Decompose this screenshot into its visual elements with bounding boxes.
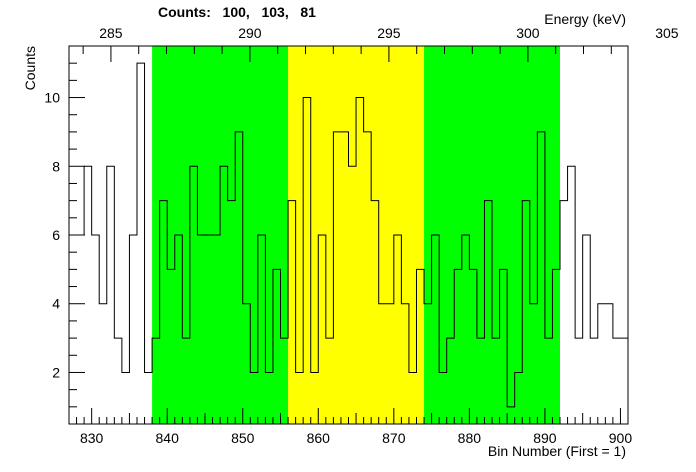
counts-title: Counts: 100, 103, 81 <box>158 4 316 20</box>
top-tick-label: 300 <box>516 25 540 41</box>
x-tick-label: 880 <box>458 430 482 446</box>
x-axis-label: Bin Number (First = 1) <box>488 443 626 459</box>
x-tick-label: 860 <box>307 430 331 446</box>
x-tick-label: 870 <box>382 430 406 446</box>
y-tick-label: 10 <box>44 90 60 106</box>
top-tick-label: 295 <box>377 25 401 41</box>
top-tick-label: 290 <box>238 25 262 41</box>
top-axis-label: Energy (keV) <box>544 11 626 27</box>
x-tick-label: 830 <box>80 430 104 446</box>
y-axis-ticks: 2 4 6 8 10 <box>44 62 85 425</box>
top-tick-label: 285 <box>99 25 123 41</box>
x-tick-label: 890 <box>533 430 557 446</box>
x-tick-label: 850 <box>231 430 255 446</box>
histogram-line <box>76 62 628 408</box>
x-tick-label: 900 <box>609 430 633 446</box>
x-axis-ticks: 830 840 850 860 870 880 890 900 <box>76 408 633 446</box>
x-tick-label: 840 <box>156 430 180 446</box>
top-axis-ticks: 285 290 295 300 305 <box>82 25 679 62</box>
y-tick-label: 4 <box>52 296 60 312</box>
y-tick-label: 8 <box>52 158 60 174</box>
y-tick-label: 2 <box>52 364 60 380</box>
top-tick-label: 305 <box>655 25 679 41</box>
y-axis-label: Counts <box>22 46 38 90</box>
y-tick-label: 6 <box>52 227 60 243</box>
